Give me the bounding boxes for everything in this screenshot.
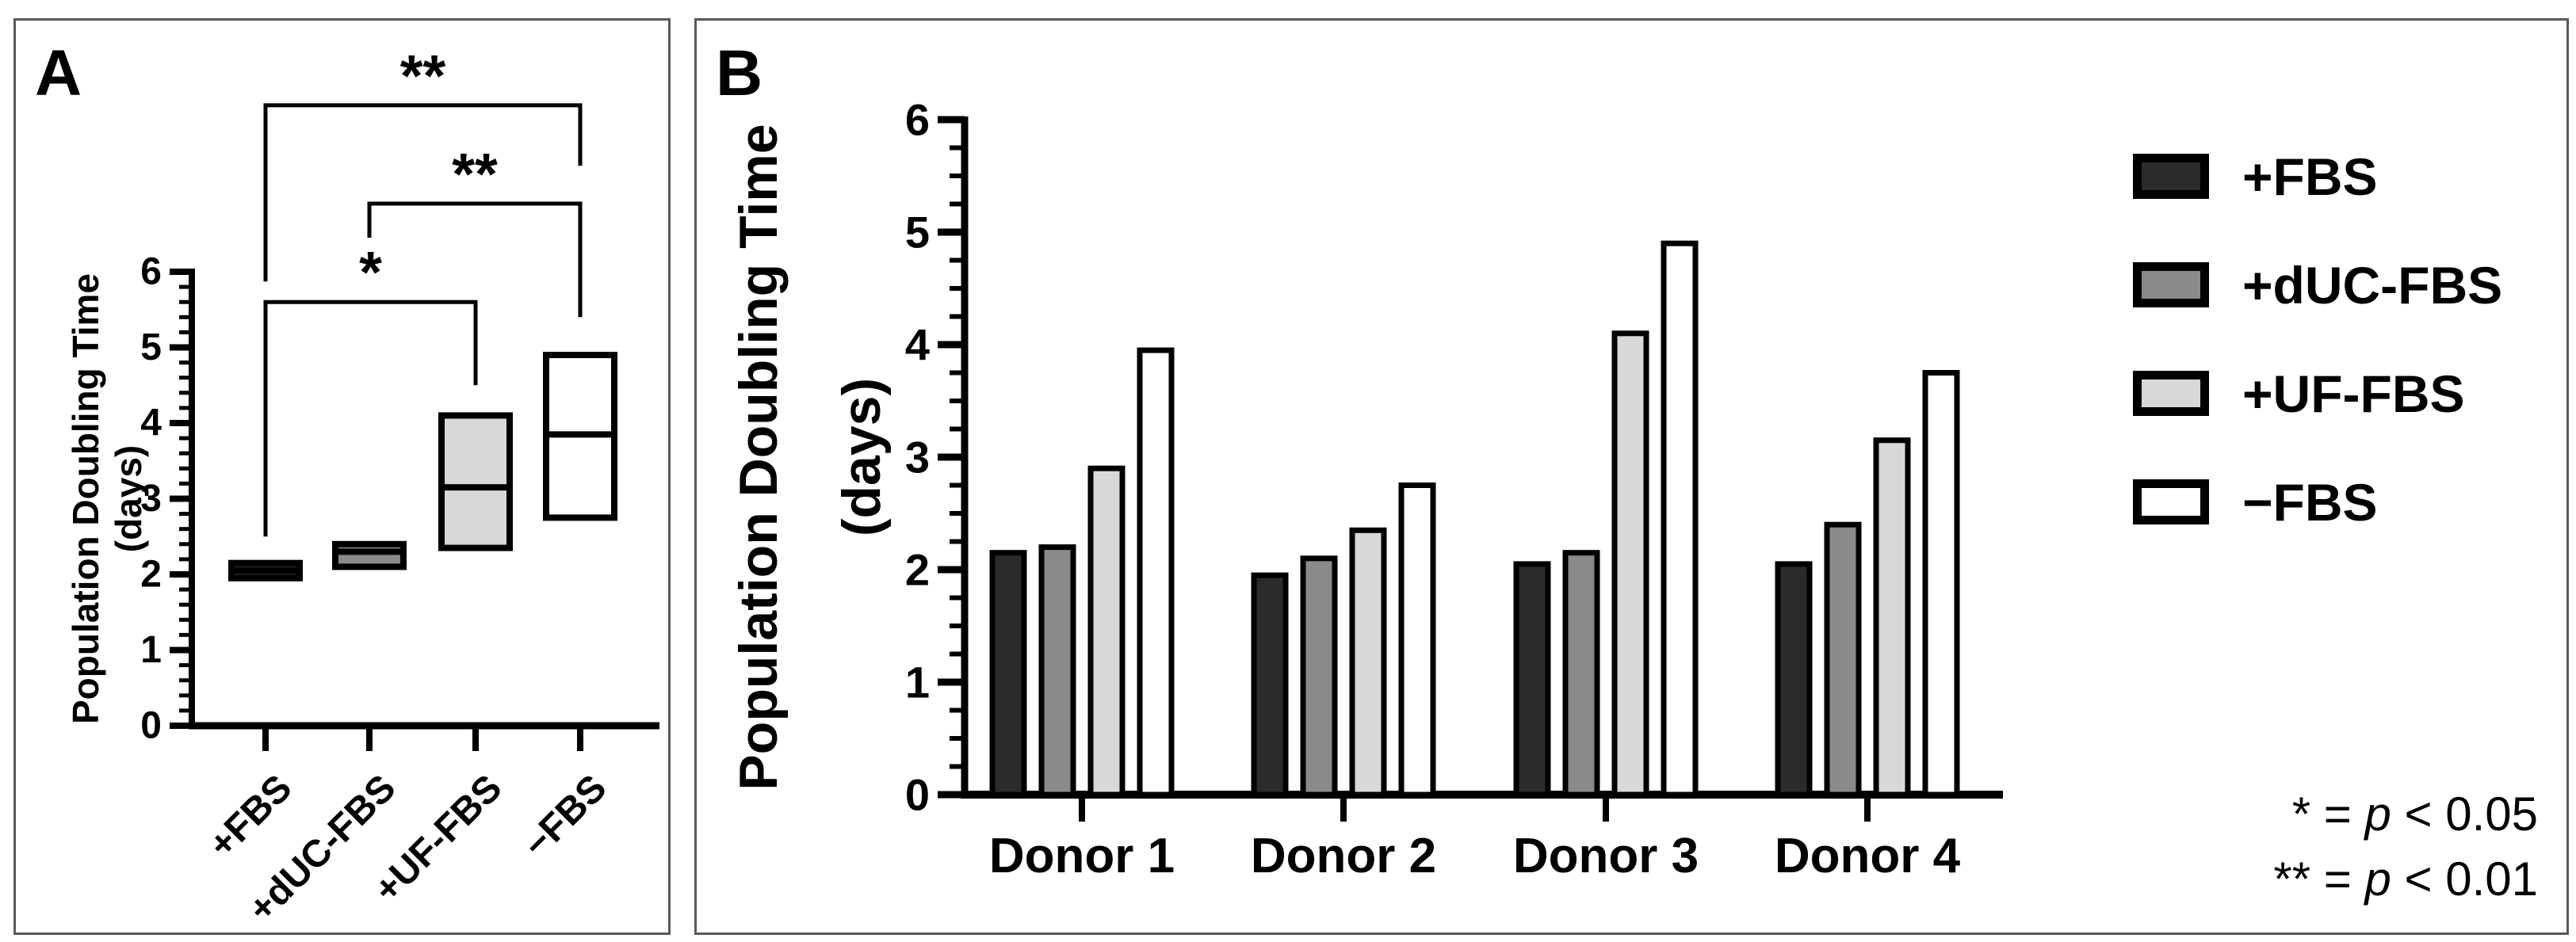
y-tick-label: 2 bbox=[140, 554, 162, 596]
legend-swatch-minus-fbs bbox=[2133, 479, 2209, 524]
bar-+FBS-Donor 4 bbox=[1775, 561, 1813, 798]
significance-label-2: ** bbox=[400, 43, 446, 109]
bar-−FBS-Donor 3 bbox=[1661, 240, 1699, 798]
legend-label-minus-fbs: −FBS bbox=[2242, 472, 2378, 532]
x-category-label: −FBS bbox=[515, 767, 614, 866]
legend-swatch-fbs bbox=[2133, 154, 2209, 199]
legend-row: +FBS bbox=[2133, 147, 2502, 206]
y-tick-label: 0 bbox=[140, 705, 162, 747]
x-category-label: Donor 2 bbox=[1251, 829, 1436, 883]
legend-swatch-duc-fbs bbox=[2133, 262, 2209, 307]
y-axis-label-line1: Population Doubling Time bbox=[65, 273, 106, 724]
bar-+UF-FBS-Donor 4 bbox=[1873, 437, 1911, 798]
panel-a-letter: A bbox=[35, 37, 82, 109]
bar-+FBS-Donor 1 bbox=[989, 550, 1027, 798]
bar-+UF-FBS-Donor 1 bbox=[1087, 465, 1126, 798]
bar-+dUC-FBS-Donor 1 bbox=[1038, 544, 1076, 798]
y-tick-label: 1 bbox=[905, 658, 930, 707]
significance-footnote: * = p < 0.05 ** = p < 0.01 bbox=[2273, 782, 2538, 912]
bar-−FBS-Donor 4 bbox=[1922, 370, 1960, 798]
significance-bracket-1 bbox=[367, 201, 583, 318]
significance-label-0: * bbox=[359, 239, 382, 305]
box-2 bbox=[438, 412, 513, 551]
bar-+dUC-FBS-Donor 3 bbox=[1562, 550, 1600, 798]
y-tick-label: 6 bbox=[140, 251, 162, 293]
y-tick-label: 0 bbox=[905, 770, 930, 820]
bar-+FBS-Donor 2 bbox=[1251, 572, 1289, 798]
significance-bracket-0 bbox=[263, 299, 478, 537]
bar-+UF-FBS-Donor 3 bbox=[1611, 330, 1649, 798]
y-tick-label: 4 bbox=[905, 320, 930, 370]
x-category-label: Donor 3 bbox=[1513, 829, 1699, 883]
y-axis-label-line1: Population Doubling Time bbox=[728, 124, 789, 790]
y-axis-label-line2: (days) bbox=[831, 378, 892, 536]
x-category-label: +FBS bbox=[201, 767, 300, 866]
footnote-line-2: ** = p < 0.01 bbox=[2273, 852, 2538, 906]
bar-+UF-FBS-Donor 2 bbox=[1349, 527, 1387, 798]
y-tick-label: 3 bbox=[905, 433, 930, 482]
y-tick-label: 3 bbox=[140, 478, 162, 520]
y-tick-label: 5 bbox=[140, 326, 162, 368]
y-tick-label: 5 bbox=[905, 208, 930, 257]
legend-label-uf-fbs: +UF-FBS bbox=[2242, 364, 2465, 423]
legend-label-fbs: +FBS bbox=[2242, 147, 2378, 206]
significance-label-1: ** bbox=[452, 141, 498, 207]
panel-a: A 0 1 2 3 4 5 6 Population Doubling Time (days) +… bbox=[13, 18, 671, 935]
bar-+dUC-FBS-Donor 2 bbox=[1300, 555, 1338, 798]
y-tick-label: 6 bbox=[905, 95, 930, 145]
box-plot-chart: 0 1 2 3 4 5 6 Population Doubling Time (days) +FB… bbox=[65, 43, 659, 930]
bar-−FBS-Donor 1 bbox=[1137, 347, 1175, 798]
box-1 bbox=[332, 540, 407, 570]
legend-label-duc-fbs: +dUC-FBS bbox=[2242, 255, 2503, 315]
y-axis-label-line2: (days) bbox=[108, 445, 149, 552]
bar-+FBS-Donor 3 bbox=[1513, 561, 1551, 798]
y-tick-label: 1 bbox=[140, 629, 162, 671]
bar-+dUC-FBS-Donor 4 bbox=[1824, 521, 1862, 798]
panel-b: B 0 1 2 3 4 5 6 Population Doubling Time (days) D… bbox=[694, 18, 2569, 935]
footnote-line-1: * = p < 0.05 bbox=[2291, 788, 2538, 841]
legend-row: +UF-FBS bbox=[2133, 364, 2502, 423]
y-tick-label: 4 bbox=[140, 402, 162, 444]
x-category-label: Donor 4 bbox=[1775, 829, 1961, 883]
panel-b-letter: B bbox=[716, 37, 763, 109]
y-tick-label: 2 bbox=[905, 545, 930, 595]
legend-row: −FBS bbox=[2133, 473, 2502, 532]
legend-row: +dUC-FBS bbox=[2133, 256, 2502, 315]
bar-−FBS-Donor 2 bbox=[1398, 482, 1436, 798]
significance-bracket-2 bbox=[263, 103, 583, 282]
x-category-label: Donor 1 bbox=[989, 829, 1175, 883]
grouped-bar-chart: 0 1 2 3 4 5 6 Population Doubling Time (days) Don… bbox=[728, 95, 2003, 883]
legend: +FBS +dUC-FBS +UF-FBS −FBS bbox=[2133, 147, 2502, 588]
legend-swatch-uf-fbs bbox=[2133, 371, 2209, 416]
